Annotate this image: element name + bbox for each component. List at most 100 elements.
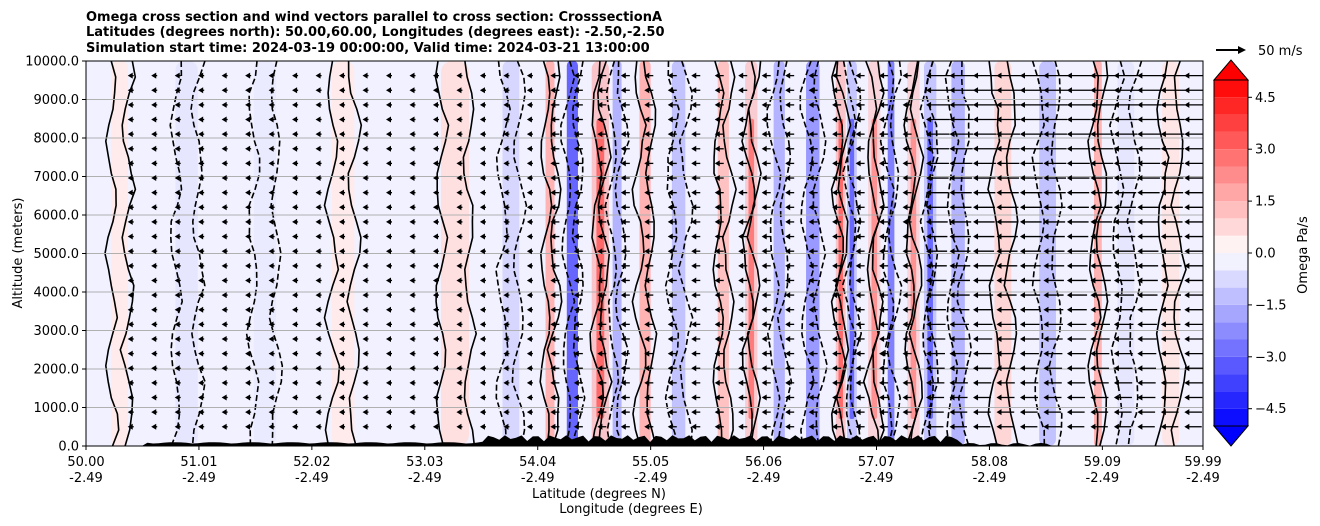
wind-vector-head-526 bbox=[620, 409, 626, 416]
wind-vector-head-449 bbox=[526, 72, 532, 79]
wind-vector-160 bbox=[268, 277, 275, 284]
wind-vector-head-3 bbox=[127, 379, 133, 386]
wind-vector-head-116 bbox=[221, 189, 227, 196]
wind-vector-892 bbox=[949, 175, 973, 182]
wind-vector-316 bbox=[409, 189, 416, 196]
wind-vector-966 bbox=[1019, 189, 1043, 196]
wind-vector-head-424 bbox=[503, 72, 509, 79]
wind-vector-1078 bbox=[1137, 379, 1156, 386]
wind-vector-1031 bbox=[1090, 335, 1110, 342]
wind-vector-head-96 bbox=[198, 116, 204, 123]
wind-vector-1043 bbox=[1090, 160, 1114, 167]
wind-vector-953 bbox=[1019, 379, 1039, 386]
wind-vector-head-1051 bbox=[1113, 409, 1119, 416]
wind-vector-head-797 bbox=[855, 101, 861, 108]
wind-vector-head-492 bbox=[573, 175, 579, 182]
wind-vector-58 bbox=[174, 306, 181, 313]
wind-vector-head-836 bbox=[902, 262, 908, 269]
wind-vector-919 bbox=[973, 145, 997, 152]
wind-vector-591 bbox=[667, 189, 677, 196]
wind-vector-409 bbox=[503, 292, 510, 299]
wind-vector-358 bbox=[456, 306, 463, 313]
wind-vector-615 bbox=[691, 204, 701, 211]
wind-vector-988 bbox=[1043, 233, 1065, 240]
wind-vector-head-968 bbox=[1019, 160, 1025, 167]
wind-vector-477 bbox=[573, 394, 583, 401]
wind-vector-336 bbox=[432, 262, 439, 269]
wind-vector-head-996 bbox=[1043, 116, 1049, 123]
wind-vector-head-443 bbox=[526, 160, 532, 167]
wind-vector-97 bbox=[198, 101, 205, 108]
wind-vector-head-594 bbox=[667, 145, 673, 152]
wind-vector-head-849 bbox=[902, 72, 908, 79]
wind-vector-1019 bbox=[1066, 145, 1091, 152]
wind-vector-509 bbox=[597, 292, 607, 299]
wind-vector-head-1033 bbox=[1090, 306, 1096, 313]
wind-vector-1065 bbox=[1113, 204, 1136, 211]
wind-vector-head-976 bbox=[1043, 409, 1049, 416]
wind-vector-head-197 bbox=[292, 101, 298, 108]
wind-vector-954 bbox=[1019, 365, 1039, 372]
wind-vector-head-567 bbox=[644, 175, 650, 182]
wind-vector-head-940 bbox=[996, 204, 1002, 211]
wind-vector-244 bbox=[339, 145, 346, 152]
wind-vector-head-176 bbox=[292, 409, 298, 416]
wind-vector-905 bbox=[973, 350, 992, 357]
wind-vector-head-553 bbox=[644, 379, 650, 386]
wind-vector-965 bbox=[1019, 204, 1042, 211]
wind-vector-179 bbox=[292, 365, 299, 372]
wind-vector-head-598 bbox=[667, 87, 673, 94]
wind-vector-head-421 bbox=[503, 116, 509, 123]
wind-vector-110 bbox=[221, 277, 228, 284]
wind-vector-1082 bbox=[1137, 321, 1157, 328]
wind-vector-head-733 bbox=[808, 306, 814, 313]
wind-vector-head-681 bbox=[761, 335, 767, 342]
wind-vector-887 bbox=[949, 248, 971, 255]
wind-vector-8 bbox=[127, 306, 134, 313]
wind-vector-349 bbox=[432, 72, 439, 79]
wind-vector-172 bbox=[268, 101, 275, 108]
contour-line-1-1 bbox=[190, 61, 206, 446]
wind-vector-808 bbox=[879, 306, 889, 313]
wind-vector-481 bbox=[573, 335, 583, 342]
wind-vector-head-262 bbox=[362, 248, 368, 255]
wind-vector-96 bbox=[198, 116, 205, 123]
wind-vector-head-130 bbox=[245, 350, 251, 357]
wind-vector-head-348 bbox=[432, 87, 438, 94]
wind-vector-334 bbox=[432, 292, 439, 299]
wind-vector-338 bbox=[432, 233, 439, 240]
wind-vector-124 bbox=[221, 72, 228, 79]
wind-vector-head-504 bbox=[597, 365, 603, 372]
wind-vector-506 bbox=[597, 335, 607, 342]
wind-vector-head-112 bbox=[221, 248, 227, 255]
wind-vector-150 bbox=[268, 423, 275, 430]
wind-vector-269 bbox=[362, 145, 369, 152]
wind-vector-624 bbox=[691, 72, 701, 79]
wind-vector-head-1009 bbox=[1066, 292, 1072, 299]
vector-key-arrow-head bbox=[1238, 46, 1246, 54]
wind-vector-1026 bbox=[1090, 409, 1109, 416]
wind-vector-731 bbox=[808, 335, 818, 342]
wind-vector-head-121 bbox=[221, 116, 227, 123]
wind-vector-head-802 bbox=[879, 394, 885, 401]
wind-vector-head-855 bbox=[926, 350, 932, 357]
x-tick-label-lon-0: -2.49 bbox=[69, 471, 103, 486]
wind-vector-398 bbox=[479, 87, 486, 94]
wind-vector-head-1117 bbox=[1160, 175, 1166, 182]
wind-vector-694 bbox=[761, 145, 771, 152]
wind-vector-421 bbox=[503, 116, 510, 123]
wind-vector-257 bbox=[362, 321, 369, 328]
wind-vector-534 bbox=[620, 292, 630, 299]
wind-vector-238 bbox=[339, 233, 346, 240]
wind-vector-36 bbox=[151, 262, 158, 269]
wind-vector-849 bbox=[902, 72, 912, 79]
wind-vector-298 bbox=[386, 87, 393, 94]
colorbar-segment-6 bbox=[1214, 304, 1248, 323]
wind-vector-245 bbox=[339, 131, 346, 138]
wind-vector-head-367 bbox=[456, 175, 462, 182]
wind-vector-266 bbox=[362, 189, 369, 196]
wind-vector-978 bbox=[1043, 379, 1062, 386]
wind-vector-735 bbox=[808, 277, 818, 284]
wind-vector-74 bbox=[174, 72, 181, 79]
wind-vector-head-346 bbox=[432, 116, 438, 123]
